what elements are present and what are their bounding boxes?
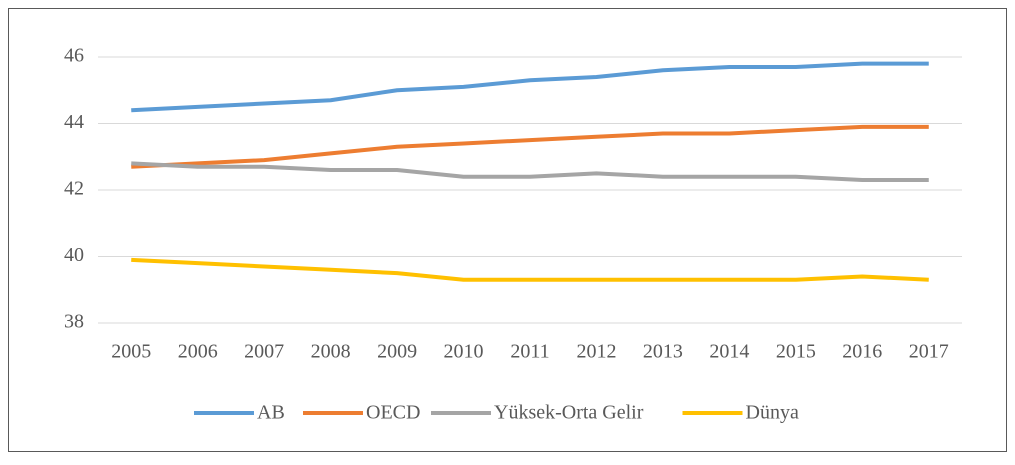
y-tick-label: 46 xyxy=(64,45,84,67)
y-tick-label: 38 xyxy=(64,311,84,333)
x-tick-label: 2014 xyxy=(709,341,749,363)
series-line xyxy=(131,257,929,282)
x-tick-label: 2011 xyxy=(510,341,549,363)
legend-label: OECD xyxy=(366,402,420,424)
x-tick-label: 2012 xyxy=(576,341,616,363)
y-tick-label: 42 xyxy=(64,178,84,200)
series-line xyxy=(131,124,929,169)
x-tick-label: 2013 xyxy=(643,341,683,363)
series-line xyxy=(131,61,929,113)
series-line xyxy=(131,161,929,183)
x-tick-label: 2010 xyxy=(444,341,484,363)
x-tick-label: 2015 xyxy=(776,341,816,363)
x-tick-label: 2017 xyxy=(909,341,949,363)
legend-label: Yüksek-Orta Gelir xyxy=(494,402,644,424)
x-tick-label: 2006 xyxy=(178,341,218,363)
x-tick-label: 2016 xyxy=(842,341,882,363)
x-tick-label: 2008 xyxy=(311,341,351,363)
legend-label: Dünya xyxy=(746,402,799,424)
x-tick-label: 2009 xyxy=(377,341,417,363)
x-tick-label: 2007 xyxy=(244,341,284,363)
y-tick-label: 40 xyxy=(64,244,84,266)
y-tick-label: 44 xyxy=(64,111,84,133)
chart-border xyxy=(8,8,1007,452)
legend-label: AB xyxy=(257,402,285,424)
x-tick-label: 2005 xyxy=(111,341,151,363)
